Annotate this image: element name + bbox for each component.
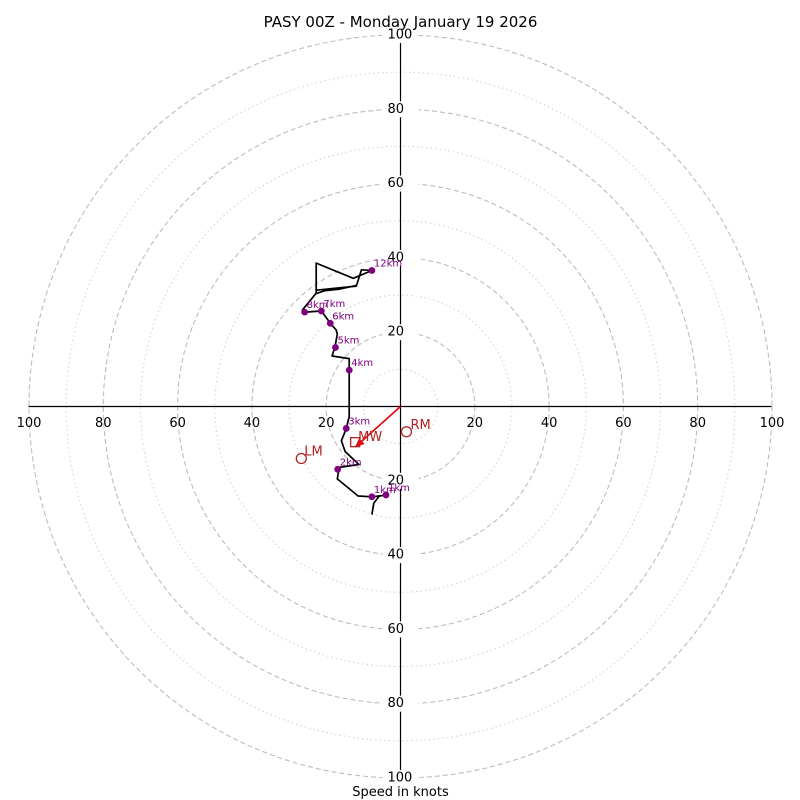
y-tick-label: 80 — [388, 696, 405, 711]
x-tick-label: 20 — [467, 416, 484, 431]
y-tick-backdrop — [382, 770, 419, 786]
y-tick-label: 40 — [388, 548, 405, 563]
height-marker-label: 1km — [374, 485, 396, 496]
rm-label: RM — [410, 418, 430, 433]
height-marker-label: 1km — [388, 483, 410, 494]
y-tick-backdrop — [382, 472, 419, 489]
height-marker-label: 7km — [323, 299, 345, 310]
y-tick-label: 20 — [388, 473, 405, 488]
y-tick-backdrop — [382, 27, 419, 43]
y-tick-label: 20 — [388, 325, 405, 340]
height-marker-label: 5km — [337, 335, 359, 346]
shear-vector — [354, 405, 402, 448]
x-tick-label: 40 — [541, 416, 558, 431]
mw-label: MW — [358, 430, 382, 445]
height-marker-dot — [317, 307, 325, 315]
height-marker-dot — [301, 308, 309, 316]
mw-marker — [350, 437, 361, 448]
lm-marker — [295, 452, 307, 465]
tick-labels: 100 80 60 40 20 20 40 60 80 100 100 80 60 40 20 20 40 60 8… — [17, 27, 785, 786]
height-marker-dot — [334, 465, 342, 473]
y-tick-backdrop — [382, 621, 419, 638]
y-tick-backdrop — [382, 101, 419, 118]
x-tick-label: 60 — [615, 416, 632, 431]
x-tick-label: 80 — [689, 416, 706, 431]
hodograph-trace-group — [301, 262, 386, 515]
height-marker-label: 12km — [374, 259, 402, 270]
y-tick-backdrop — [382, 175, 419, 192]
height-marker-label: 6km — [332, 311, 354, 322]
hodograph-trace — [301, 262, 386, 515]
x-tick-label: 40 — [244, 416, 261, 431]
x-tick-label: 100 — [760, 416, 785, 431]
x-axis-label: Speed in knots — [352, 785, 449, 800]
y-tick-backdrop — [382, 249, 419, 266]
storm-motion-markers: RM LM MW — [295, 405, 431, 465]
y-tick-label: 60 — [388, 176, 405, 191]
height-marker-dot — [382, 491, 390, 499]
y-tick-backdrop — [382, 547, 419, 564]
height-marker-dot — [332, 344, 339, 351]
dashed-ring-100 — [28, 34, 773, 779]
rm-marker — [400, 426, 413, 438]
y-tick-label: 100 — [388, 771, 413, 786]
y-tick-label: 40 — [388, 250, 405, 265]
x-tick-label: 80 — [95, 416, 112, 431]
height-marker-dot — [368, 267, 376, 274]
height-marker-label: 8km — [307, 300, 329, 311]
height-marker-dot — [342, 425, 350, 432]
x-tick-label: 20 — [318, 416, 335, 431]
chart-title: PASY 00Z - Monday January 19 2026 — [264, 13, 538, 31]
y-tick-label: 80 — [388, 102, 405, 117]
y-tick-backdrop — [382, 324, 419, 341]
height-marker-label: 2km — [340, 457, 362, 468]
y-tick-label: 100 — [388, 28, 413, 43]
height-marker-dot — [368, 493, 376, 501]
height-marker-label: 4km — [351, 358, 373, 369]
height-marker-dot — [345, 366, 353, 374]
height-marker-label: 3km — [348, 416, 370, 427]
x-tick-label: 60 — [169, 416, 186, 431]
height-marker-dot — [326, 319, 334, 327]
y-tick-label: 60 — [388, 622, 405, 637]
lm-label: LM — [304, 445, 322, 460]
y-tick-backdrop — [382, 695, 419, 712]
x-tick-label: 100 — [17, 416, 42, 431]
